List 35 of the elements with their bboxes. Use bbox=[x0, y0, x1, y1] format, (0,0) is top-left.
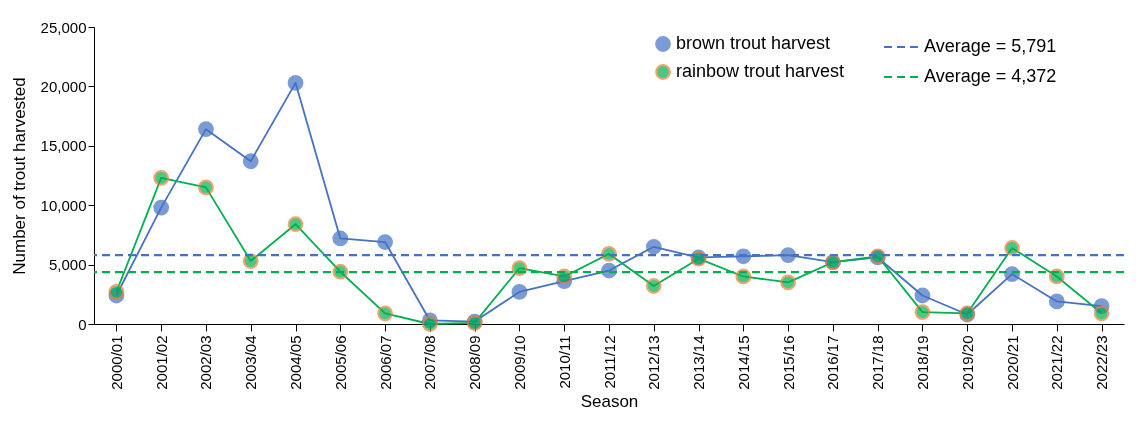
x-tick-label: 2000/01 bbox=[107, 335, 125, 390]
x-tick-label: 2014/15 bbox=[734, 335, 752, 390]
y-tick-label: 25,000 bbox=[40, 18, 87, 36]
x-tick-label: 2018/19 bbox=[913, 335, 931, 390]
x-tick-label: 2022/23 bbox=[1093, 335, 1111, 390]
x-tick-label: 2007/08 bbox=[421, 335, 439, 390]
legend-label: brown trout harvest bbox=[676, 33, 831, 53]
y-tick-label: 15,000 bbox=[40, 137, 87, 155]
x-tick-label: 2003/04 bbox=[242, 335, 260, 390]
x-tick-label: 2004/05 bbox=[287, 335, 305, 390]
x-tick-label: 2002/03 bbox=[197, 335, 215, 390]
x-tick-label: 2008/09 bbox=[466, 335, 484, 390]
y-tick-label: 20,000 bbox=[40, 77, 87, 95]
x-tick-label: 2019/20 bbox=[958, 335, 976, 390]
x-tick-label: 2012/13 bbox=[645, 335, 663, 390]
x-tick-label: 2009/10 bbox=[510, 335, 528, 390]
x-tick-label: 2017/18 bbox=[869, 335, 887, 390]
y-axis-title: Number of trout harvested bbox=[9, 77, 29, 275]
x-tick-label: 2005/06 bbox=[331, 335, 349, 390]
y-tick-label: 10,000 bbox=[40, 196, 87, 214]
x-tick-label: 2021/22 bbox=[1048, 335, 1066, 390]
x-axis-title: Season bbox=[580, 391, 639, 411]
x-tick-label: 2011/12 bbox=[600, 335, 618, 389]
legend-label: rainbow trout harvest bbox=[676, 61, 845, 81]
legend-label: Average = 5,791 bbox=[924, 36, 1057, 56]
x-tick-label: 2010/11 bbox=[555, 335, 573, 389]
x-tick-label: 2016/17 bbox=[824, 335, 842, 390]
legend-label: Average = 4,372 bbox=[924, 66, 1057, 86]
y-tick-label: 0 bbox=[78, 315, 87, 333]
x-tick-label: 2020/21 bbox=[1003, 335, 1021, 390]
y-tick-label: 5,000 bbox=[48, 256, 87, 274]
x-tick-label: 2013/14 bbox=[690, 335, 708, 390]
x-tick-label: 2015/16 bbox=[779, 335, 797, 390]
x-tick-label: 2006/07 bbox=[376, 335, 394, 390]
x-tick-label: 2001/02 bbox=[152, 335, 170, 390]
